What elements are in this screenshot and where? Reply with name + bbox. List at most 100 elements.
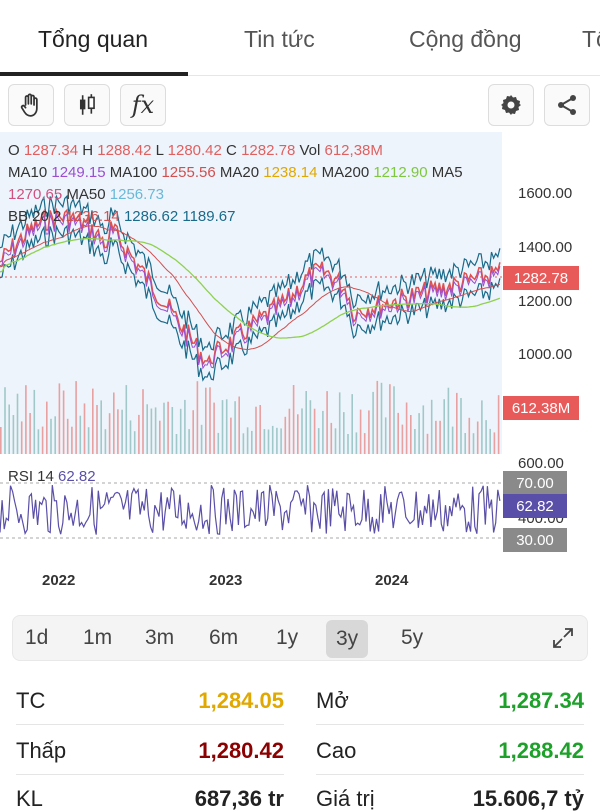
price-chart[interactable]	[0, 132, 600, 602]
volume-bar	[439, 420, 441, 454]
function-icon: fx	[131, 91, 155, 119]
stat-low-value: 1,280.42	[198, 738, 284, 763]
volume-bar	[138, 414, 140, 454]
stat-high-value: 1,288.42	[498, 738, 584, 763]
volume-bar	[225, 399, 228, 454]
hand-tool-button[interactable]	[8, 84, 54, 126]
volume-bar	[380, 382, 383, 454]
chart-type-button[interactable]	[64, 84, 110, 126]
period-1y[interactable]: 1y	[276, 626, 299, 649]
volume-bar	[29, 413, 31, 454]
chart-canvas[interactable]	[0, 132, 600, 602]
tab-overview[interactable]: Tổng quan	[38, 26, 148, 52]
share-button[interactable]	[544, 84, 590, 126]
volume-bar	[472, 433, 475, 454]
volume-bar	[217, 432, 220, 454]
volume-bar	[121, 409, 123, 454]
rsi-30-tag: 30.00	[503, 528, 567, 552]
volume-bar	[259, 405, 261, 454]
volume-bar	[493, 432, 496, 454]
rsi-70-tag: 70.00	[503, 471, 567, 495]
volume-bar	[171, 407, 174, 454]
volume-bar	[92, 388, 94, 454]
volume-bar	[129, 420, 132, 454]
settings-button[interactable]	[488, 84, 534, 126]
price-line	[0, 207, 501, 367]
price-axis-label: 1600.00	[518, 185, 573, 202]
volume-bar	[422, 405, 425, 454]
period-1m[interactable]: 1m	[83, 626, 113, 649]
volume-bar	[200, 424, 203, 454]
volume-bar	[96, 405, 98, 454]
volume-bar	[209, 387, 211, 454]
volume-bar	[460, 398, 462, 454]
volume-bar	[62, 390, 65, 454]
year-label: 2023	[209, 572, 243, 589]
volume-bar	[221, 400, 224, 454]
volume-bar	[25, 385, 27, 454]
volume-bar	[0, 427, 2, 454]
volume-bar	[456, 392, 458, 454]
volume-bar	[372, 391, 374, 454]
period-3y[interactable]: 3y	[326, 620, 369, 658]
volume-bar	[58, 383, 61, 454]
bb-upper-line	[0, 194, 501, 352]
divider	[316, 774, 584, 775]
stat-value-label: Giá trị	[316, 786, 375, 811]
rsi-legend: RSI 14 62.82	[8, 468, 96, 485]
volume-bar	[117, 409, 119, 454]
volume-bar	[322, 410, 324, 454]
share-icon	[558, 95, 576, 115]
period-6m[interactable]: 6m	[209, 626, 239, 649]
volume-bar	[485, 420, 487, 454]
volume-bar	[481, 400, 483, 454]
price-axis-label: 1400.00	[518, 239, 573, 256]
volume-bar	[263, 429, 266, 454]
year-label: 2024	[375, 572, 409, 589]
period-5y[interactable]: 5y	[401, 626, 424, 649]
period-3m[interactable]: 3m	[145, 626, 175, 649]
volume-bar	[418, 413, 420, 454]
volume-bar	[447, 387, 450, 454]
volume-bar	[100, 400, 102, 454]
period-1d[interactable]: 1d	[25, 626, 49, 649]
volume-bar	[142, 389, 144, 454]
volume-bar	[393, 386, 395, 454]
volume-bar	[343, 412, 345, 454]
bb-legend: BB 20 2 1236.14 1286.62 1189.67	[8, 208, 236, 225]
volume-bar	[292, 385, 295, 454]
tab-news[interactable]: Tin tức	[244, 26, 315, 52]
volume-bar	[255, 406, 257, 454]
volume-bar	[4, 387, 6, 454]
volume-bar	[104, 429, 107, 454]
tab-more[interactable]: Tổ	[582, 26, 600, 52]
volume-bar	[179, 408, 182, 454]
stat-volume-value: 687,36 tr	[194, 786, 284, 811]
volume-bar	[338, 392, 341, 454]
period-selector: 1d 1m 3m 6m 1y 3y 5y	[12, 615, 588, 661]
expand-icon[interactable]	[551, 626, 575, 650]
volume-bar	[163, 402, 165, 454]
volume-bar	[192, 410, 194, 454]
volume-bar	[150, 408, 153, 454]
volume-bar	[397, 412, 399, 454]
volume-bar	[175, 434, 178, 454]
volume-bar	[234, 401, 236, 454]
volume-bar	[50, 418, 52, 454]
volume-bar	[464, 433, 466, 454]
volume-bar	[330, 422, 333, 454]
volume-bar	[8, 404, 10, 454]
volume-bar	[154, 407, 157, 454]
volume-bar	[389, 384, 391, 454]
tab-community[interactable]: Cộng đồng	[409, 26, 522, 52]
gear-icon	[501, 95, 521, 115]
stat-open-value: 1,287.34	[498, 688, 584, 713]
indicators-button[interactable]: fx	[120, 84, 166, 126]
volume-bar	[196, 381, 199, 454]
volume-bar	[159, 420, 161, 454]
volume-bar	[384, 417, 387, 454]
candlestick-icon	[79, 94, 95, 115]
volume-bar	[46, 401, 48, 454]
stat-high-label: Cao	[316, 738, 357, 763]
volume-bar	[288, 408, 291, 454]
